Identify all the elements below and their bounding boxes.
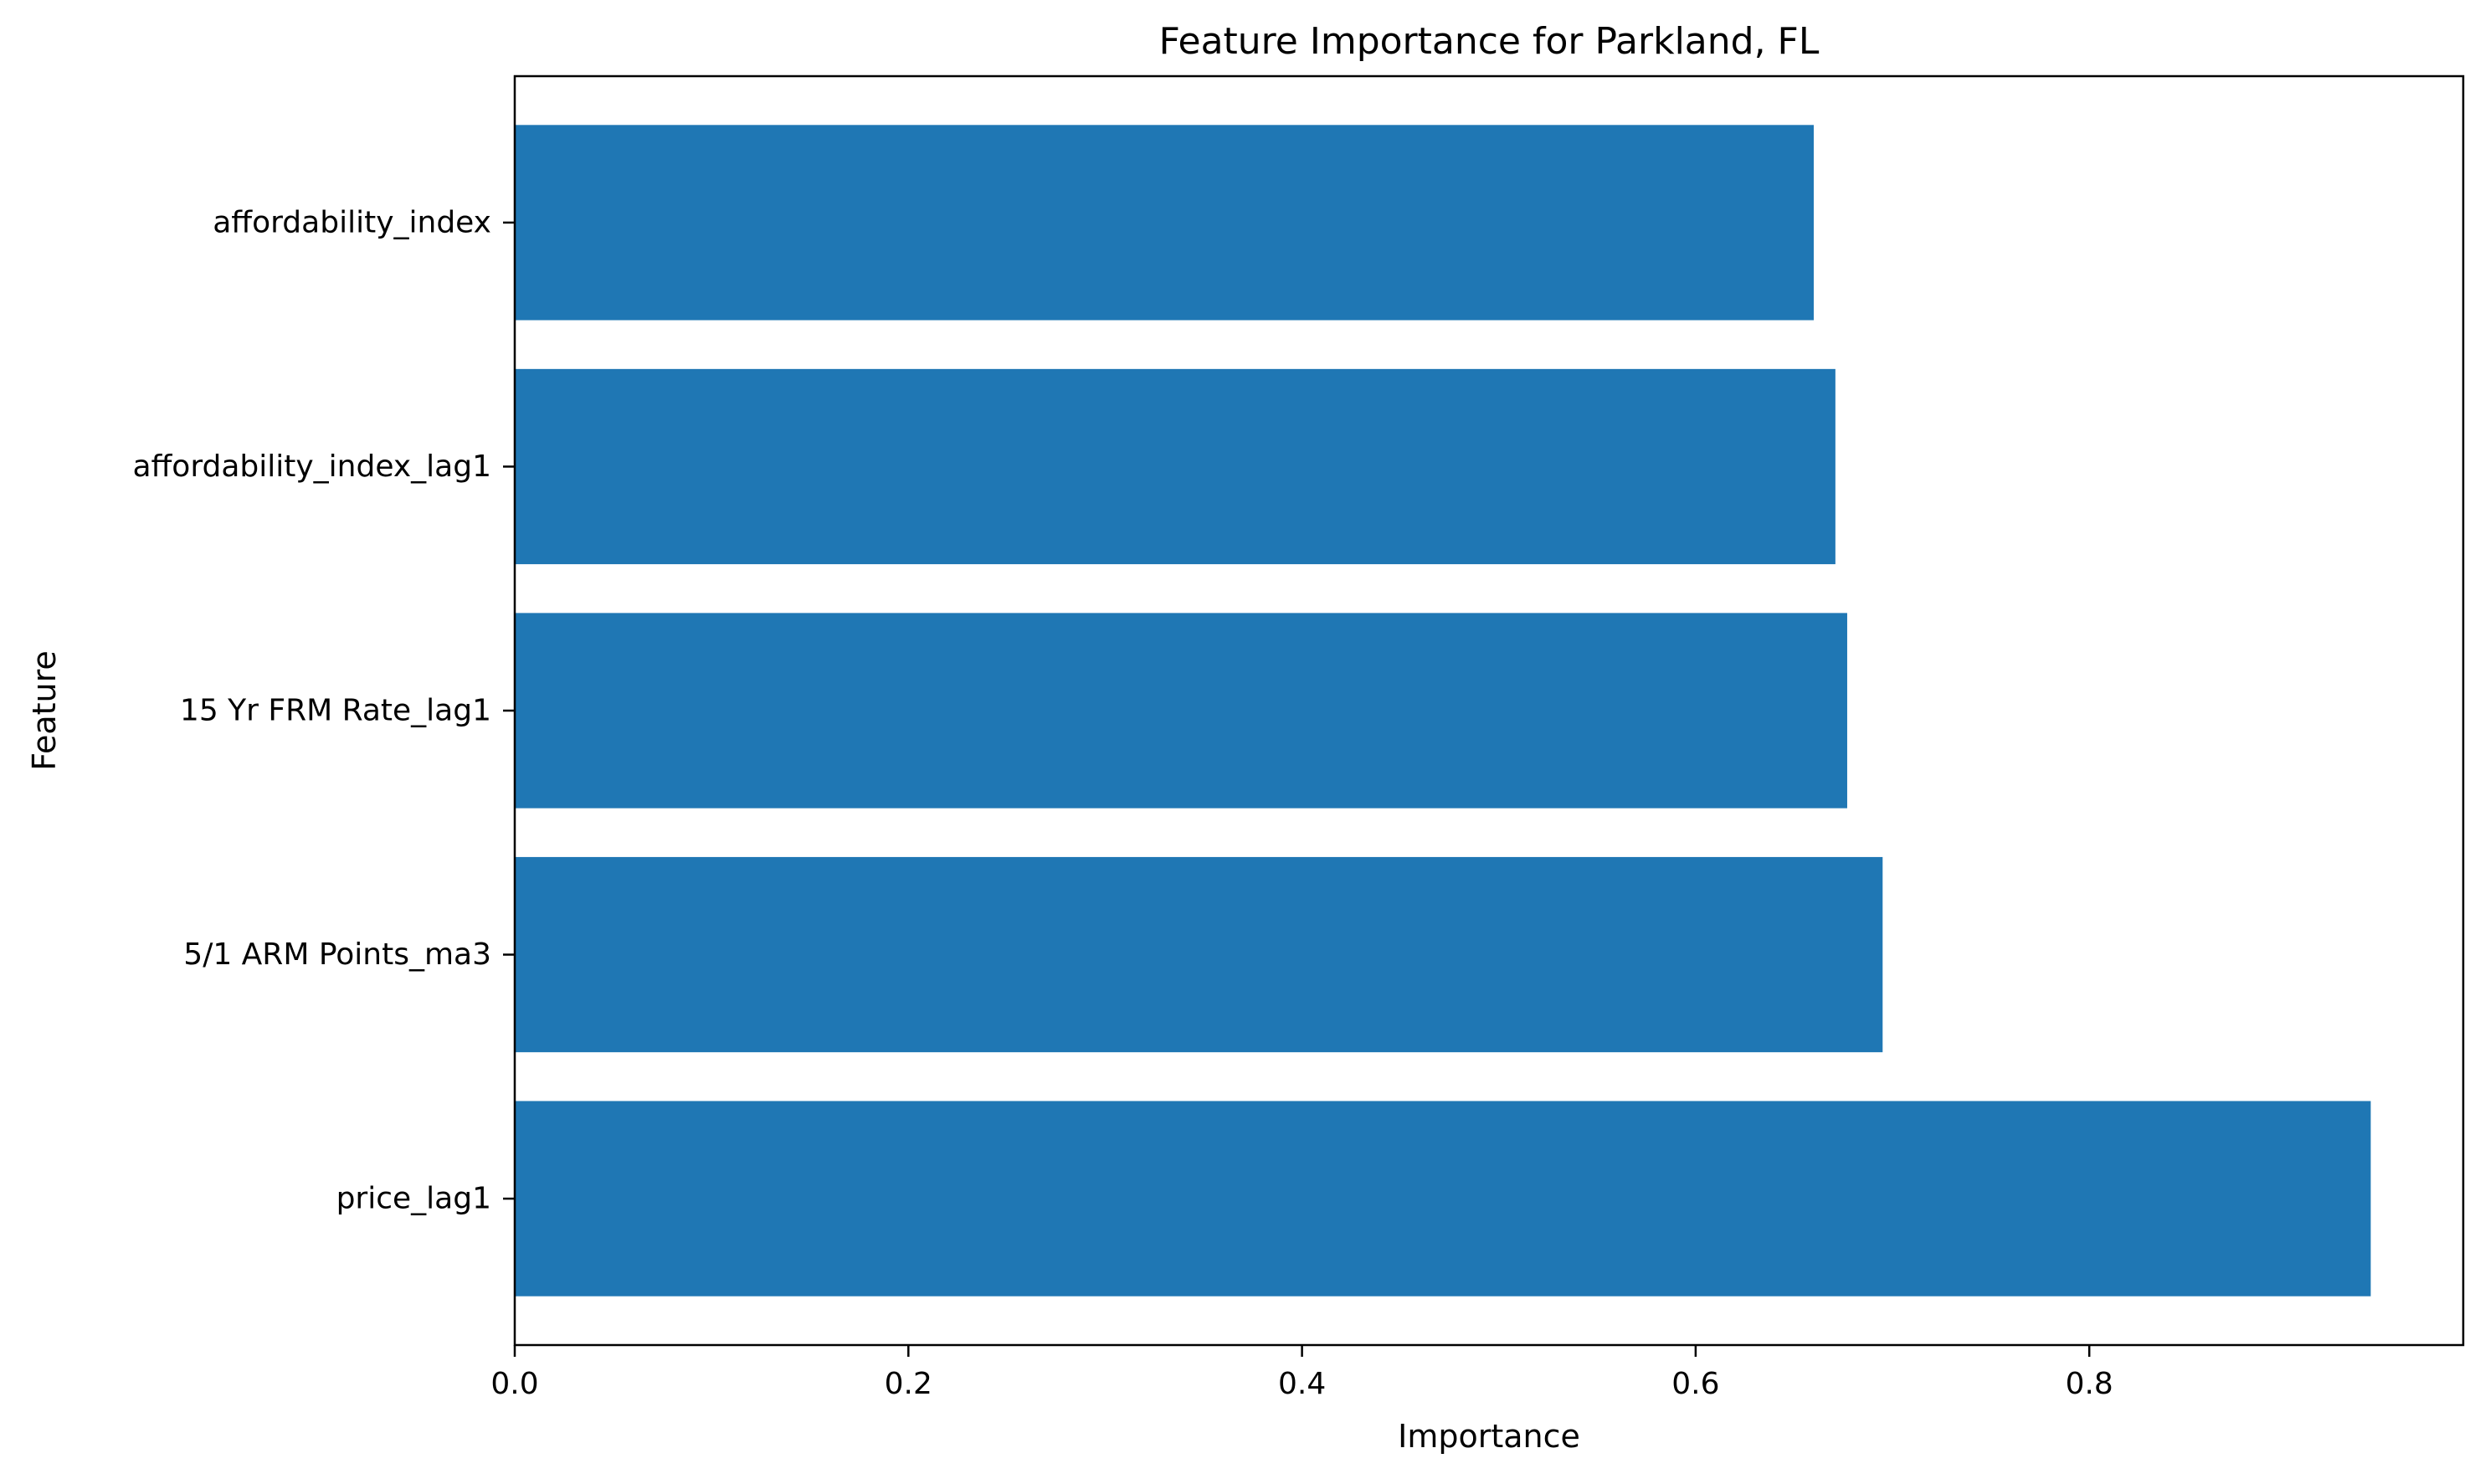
bar-5-1-arm-points-ma3	[515, 856, 1883, 1053]
y-tick-label: 15 Yr FRM Rate_lag1	[180, 694, 491, 728]
x-tick-label: 0.0	[490, 1367, 538, 1401]
x-axis-label: Importance	[1398, 1418, 1580, 1455]
bar-affordability-index	[515, 125, 1814, 321]
bar-price-lag1	[515, 1101, 2371, 1297]
bar-15-yr-frm-rate-lag1	[515, 613, 1847, 809]
y-tick-label: price_lag1	[336, 1182, 491, 1216]
x-tick-label: 0.2	[885, 1367, 932, 1401]
chart-title: Feature Importance for Parkland, FL	[1159, 20, 1820, 63]
x-tick-label: 0.6	[1671, 1367, 1719, 1401]
plot-frame	[513, 74, 2465, 1347]
y-tick-label: affordability_index	[213, 205, 491, 239]
x-axis-ticks: 0.0 0.2 0.4 0.6 0.8	[490, 1345, 2113, 1401]
x-tick-label: 0.4	[1278, 1367, 1326, 1401]
y-tick-label: affordability_index_lag1	[132, 449, 491, 484]
y-axis-ticks: price_lag1 5/1 ARM Points_ma3 15 Yr FRM Ra…	[132, 205, 515, 1216]
y-tick-label: 5/1 ARM Points_ma3	[183, 937, 491, 972]
y-axis-label: Feature	[26, 650, 63, 771]
x-tick-label: 0.8	[2066, 1367, 2113, 1401]
bar-affordability-index-lag1	[515, 368, 1836, 565]
bars-layer	[515, 125, 2371, 1297]
